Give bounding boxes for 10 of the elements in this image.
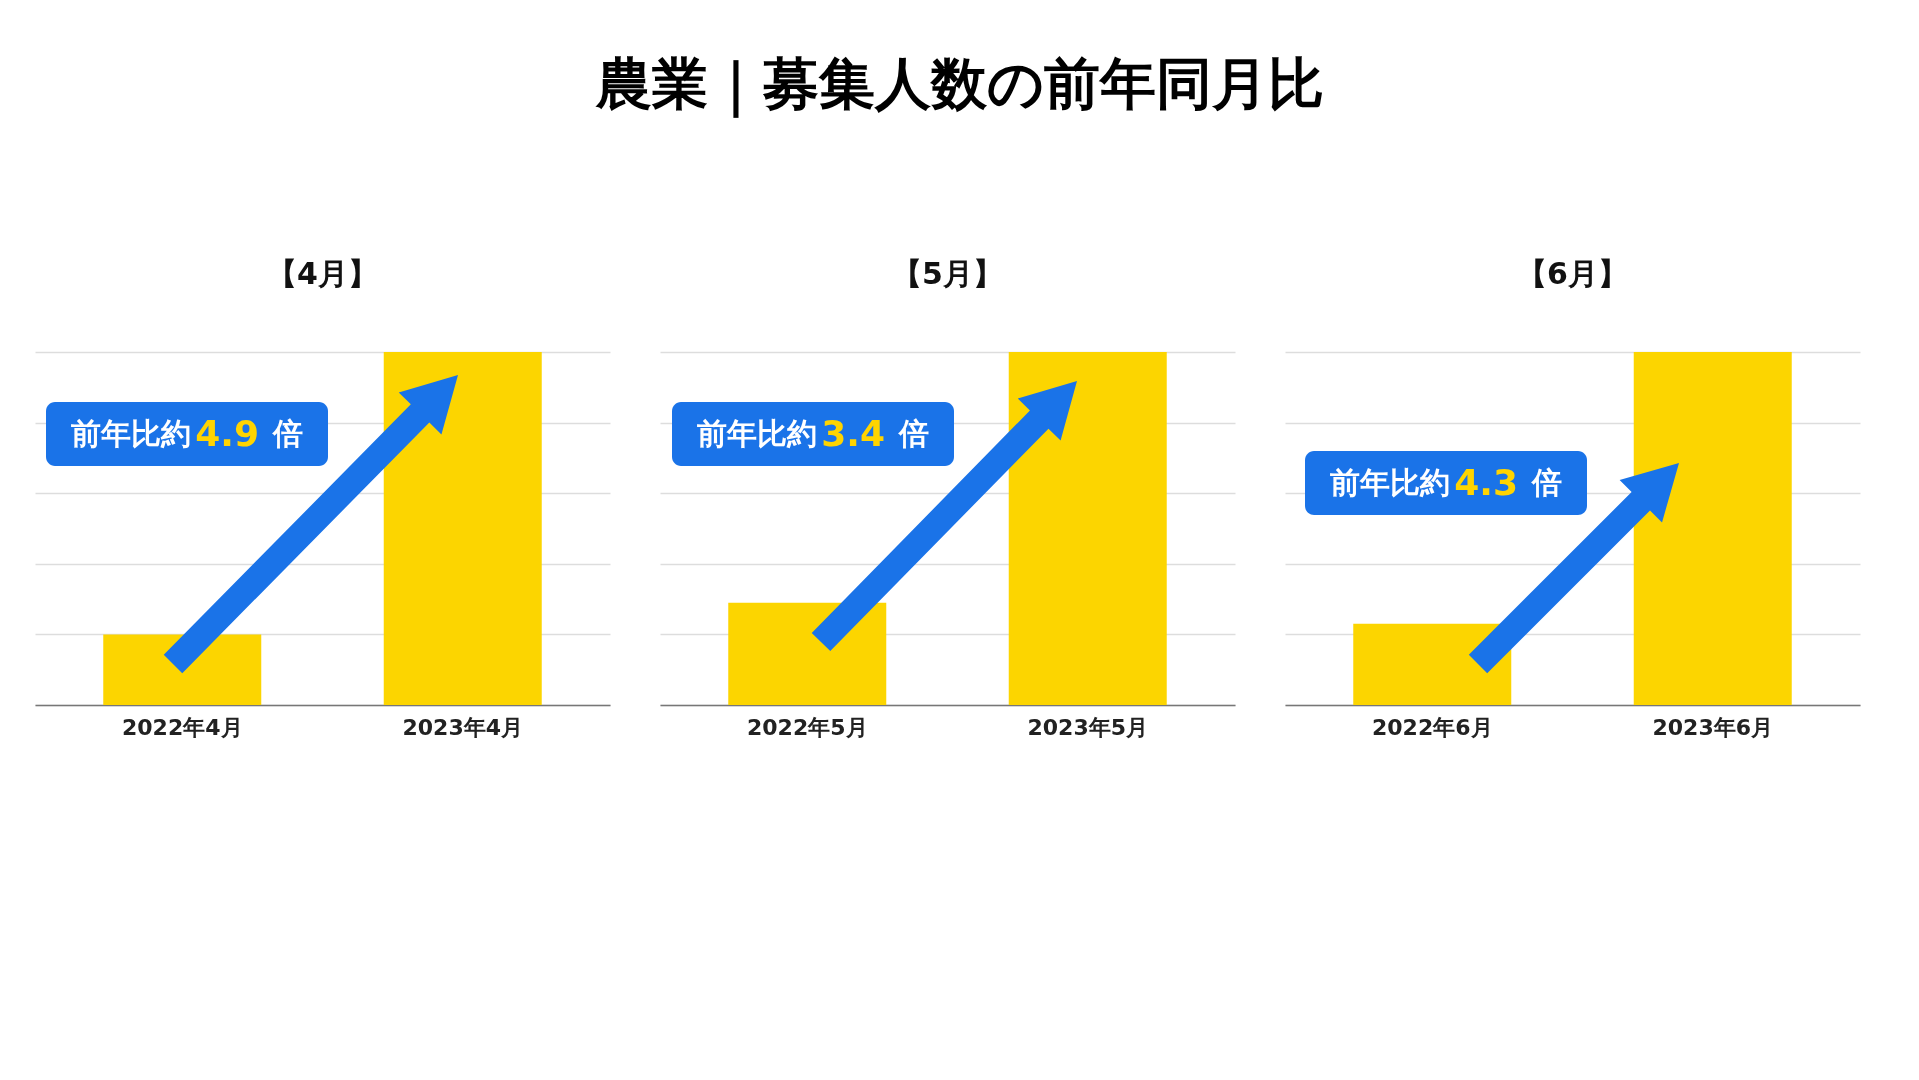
x-tick-label: 2022年6月 — [1371, 714, 1493, 740]
x-tick-label: 2023年5月 — [1027, 714, 1149, 740]
x-tick-label: 2022年4月 — [121, 714, 243, 740]
x-tick-label: 2023年6月 — [1652, 714, 1774, 740]
x-tick-label: 2023年4月 — [402, 714, 524, 740]
chart-title: 【4月】 — [267, 256, 378, 291]
text: 農業｜募集人数の前年同月比 — [594, 50, 1325, 120]
chart-title: 【6月】 — [1517, 256, 1628, 291]
x-tick-label: 2022年5月 — [746, 714, 868, 740]
chart-title: 【5月】 — [892, 256, 1003, 291]
